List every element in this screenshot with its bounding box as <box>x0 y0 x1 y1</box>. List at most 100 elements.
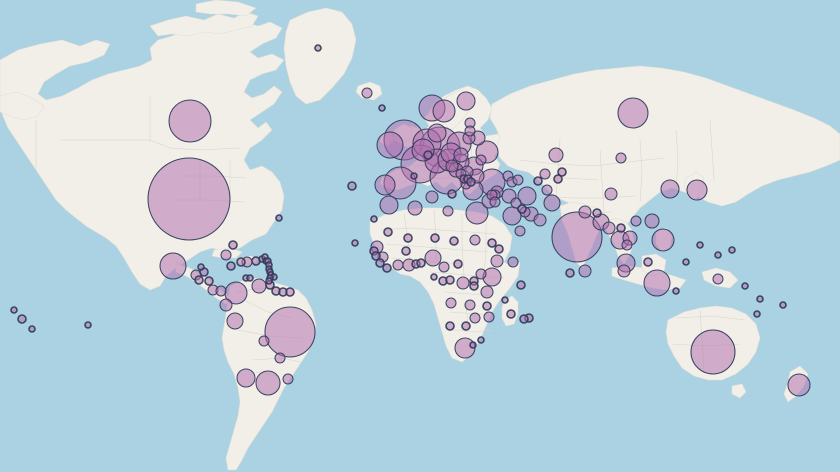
bubble-paraguay[interactable] <box>274 352 286 364</box>
bubble-philippines[interactable] <box>651 228 675 252</box>
bubble-burundi[interactable] <box>469 281 479 291</box>
bubble-angola[interactable] <box>445 297 457 309</box>
bubble-panama[interactable] <box>215 285 227 297</box>
bubble-nicaragua[interactable] <box>204 276 214 286</box>
bubble-palau[interactable] <box>682 258 690 266</box>
bubble-kuwait[interactable] <box>510 197 522 209</box>
bubble-azores[interactable] <box>347 181 357 191</box>
bubble-nepal[interactable] <box>578 205 592 219</box>
bubble-morocco[interactable] <box>379 195 399 215</box>
bubble-seychelles[interactable] <box>516 280 526 290</box>
bubble-kazakhstan[interactable] <box>548 147 564 163</box>
bubble-china[interactable] <box>604 187 618 201</box>
bubble-marshall-islands[interactable] <box>728 246 736 254</box>
bubble-botswana[interactable] <box>461 321 471 331</box>
bubble-chile[interactable] <box>236 368 256 388</box>
bubble-jamaica[interactable] <box>226 261 236 271</box>
bubble-ivory-coast[interactable] <box>392 259 404 271</box>
bubble-sweden[interactable] <box>432 99 456 123</box>
bubble-samoa[interactable] <box>28 325 36 333</box>
bubble-india[interactable] <box>551 211 603 263</box>
bubble-uzbekistan[interactable] <box>539 168 551 180</box>
bubble-singapore[interactable] <box>617 264 631 278</box>
bubble-laos[interactable] <box>616 223 626 233</box>
bubble-peru[interactable] <box>226 312 244 330</box>
bubble-sri-lanka[interactable] <box>578 264 592 278</box>
bubble-dr-congo[interactable] <box>456 276 470 290</box>
bubble-indonesia[interactable] <box>643 269 671 297</box>
bubble-congo[interactable] <box>445 275 455 285</box>
bubble-guinea-bissau[interactable] <box>371 251 381 261</box>
bubble-faroe[interactable] <box>378 104 386 112</box>
bubble-new-caledonia[interactable] <box>753 310 761 318</box>
bubble-greenland[interactable] <box>314 44 322 52</box>
bubble-galapagos[interactable] <box>84 321 92 329</box>
bubble-kenya[interactable] <box>482 267 502 287</box>
bubble-bermuda[interactable] <box>275 214 283 222</box>
bubble-mongolia[interactable] <box>615 152 627 164</box>
bubble-japan[interactable] <box>686 179 708 201</box>
bubble-ireland[interactable] <box>376 131 404 159</box>
bubble-layer[interactable] <box>10 44 811 397</box>
bubble-tunisia[interactable] <box>425 190 439 204</box>
bubble-tajikistan[interactable] <box>553 174 563 184</box>
bubble-azerbaijan[interactable] <box>512 174 524 186</box>
bubble-somalia[interactable] <box>507 256 519 268</box>
bubble-uganda[interactable] <box>475 268 487 280</box>
bubble-kyrgyzstan[interactable] <box>557 167 567 177</box>
bubble-madagascar[interactable] <box>506 309 516 319</box>
bubble-hong-kong[interactable] <box>630 215 642 227</box>
bubble-sudan[interactable] <box>469 234 481 246</box>
bubble-slovakia[interactable] <box>453 147 469 163</box>
bubble-el-salvador[interactable] <box>194 275 204 285</box>
bubble-malta[interactable] <box>447 189 457 199</box>
bubble-denmark[interactable] <box>427 123 447 143</box>
bubble-slovenia[interactable] <box>445 159 459 173</box>
bubble-ecuador[interactable] <box>219 298 233 312</box>
bubble-mali[interactable] <box>403 233 413 243</box>
bubble-luxembourg[interactable] <box>423 150 433 160</box>
bubble-timor-leste[interactable] <box>672 287 680 295</box>
bubble-burkina-faso[interactable] <box>401 246 411 256</box>
bubble-finland[interactable] <box>456 91 476 111</box>
bubble-cape-verde[interactable] <box>351 239 359 247</box>
bubble-cameroon[interactable] <box>438 261 450 273</box>
bubble-iceland[interactable] <box>361 87 373 99</box>
bubble-brunei[interactable] <box>643 257 653 267</box>
bubble-liberia[interactable] <box>382 263 392 273</box>
bubble-myanmar[interactable] <box>602 221 616 235</box>
bubble-zambia[interactable] <box>464 299 476 311</box>
bubble-cambodia[interactable] <box>621 239 633 251</box>
bubble-central-african-rep[interactable] <box>453 259 463 269</box>
bubble-comoros[interactable] <box>501 296 509 304</box>
bubble-kiribati[interactable] <box>10 306 18 314</box>
bubble-uruguay[interactable] <box>282 373 294 385</box>
bubble-argentina[interactable] <box>255 370 281 396</box>
bubble-namibia[interactable] <box>445 321 455 331</box>
bubble-venezuela[interactable] <box>251 278 267 294</box>
bubble-eritrea[interactable] <box>487 238 497 248</box>
bubble-portugal[interactable] <box>374 174 396 196</box>
bubble-lesotho[interactable] <box>469 341 477 349</box>
bubble-grenada[interactable] <box>265 277 273 285</box>
bubble-iran[interactable] <box>517 186 537 206</box>
bubble-eswatini[interactable] <box>477 336 485 344</box>
bubble-tanzania[interactable] <box>480 285 494 299</box>
bubble-yemen[interactable] <box>514 225 526 237</box>
bubble-moldova[interactable] <box>475 154 487 166</box>
bubble-papua-new-guinea[interactable] <box>712 273 724 285</box>
bubble-jordan[interactable] <box>489 196 501 208</box>
bubble-belize[interactable] <box>197 263 205 271</box>
bubble-afghanistan[interactable] <box>541 184 553 196</box>
bubble-solomon-islands[interactable] <box>741 282 749 290</box>
bubble-nigeria[interactable] <box>424 249 442 267</box>
bubble-vanuatu[interactable] <box>756 295 764 303</box>
bubble-canada[interactable] <box>168 99 212 143</box>
bubble-egypt[interactable] <box>465 201 489 225</box>
bubble-bahrain[interactable] <box>517 204 527 214</box>
bubble-brazil[interactable] <box>264 306 316 358</box>
bubble-pakistan[interactable] <box>543 194 561 212</box>
bubble-benin[interactable] <box>416 258 426 268</box>
bubble-chad[interactable] <box>449 236 459 246</box>
